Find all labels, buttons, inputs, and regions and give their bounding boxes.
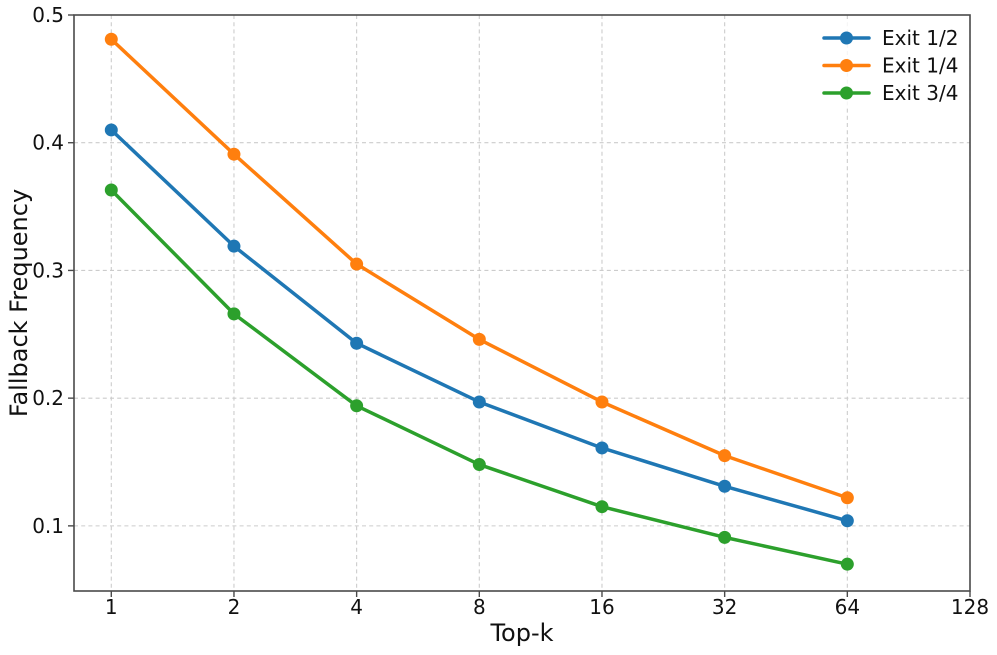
data-point-marker <box>472 395 486 409</box>
data-point-marker <box>227 307 241 321</box>
y-tick-label: 0.4 <box>32 131 64 155</box>
data-point-marker <box>840 491 854 505</box>
y-tick-label: 0.5 <box>32 3 64 27</box>
series-exit-3-4 <box>104 183 854 571</box>
data-point-marker <box>227 239 241 253</box>
x-tick-label: 4 <box>350 595 363 619</box>
data-point-marker <box>104 183 118 197</box>
legend-marker-icon <box>840 86 853 100</box>
x-axis-label: Top-k <box>489 619 553 647</box>
axis-ticks: 1 2 4 8 16 32 64 128 0.1 0.2 0.3 0.4 0.5 <box>32 3 989 619</box>
x-tick-label: 128 <box>951 595 989 619</box>
data-point-marker <box>104 32 118 46</box>
legend: Exit 1/2 Exit 1/4 Exit 3/4 <box>808 21 964 107</box>
data-point-marker <box>595 500 609 514</box>
legend-label: Exit 3/4 <box>882 81 958 105</box>
data-point-marker <box>595 441 609 455</box>
data-point-marker <box>227 147 241 161</box>
x-tick-label: 2 <box>228 595 241 619</box>
legend-item-exit-1-2: Exit 1/2 <box>822 26 958 50</box>
x-tick-label: 32 <box>712 595 737 619</box>
data-point-marker <box>718 530 732 544</box>
legend-item-exit-3-4: Exit 3/4 <box>822 81 958 105</box>
legend-label: Exit 1/4 <box>882 54 958 78</box>
x-tick-label: 1 <box>105 595 118 619</box>
y-tick-label: 0.1 <box>32 514 64 538</box>
data-point-marker <box>472 332 486 346</box>
legend-marker-icon <box>840 31 853 45</box>
data-point-marker <box>350 336 364 350</box>
data-point-marker <box>472 458 486 472</box>
series-exit-1-4 <box>104 32 854 505</box>
legend-marker-icon <box>840 59 853 72</box>
y-tick-label: 0.3 <box>32 258 64 282</box>
y-tick-label: 0.2 <box>32 386 64 410</box>
plot-border <box>73 14 971 592</box>
data-point-marker <box>350 257 364 271</box>
x-tick-label: 64 <box>835 595 860 619</box>
data-point-marker <box>718 479 732 493</box>
data-point-marker <box>595 395 609 409</box>
y-axis-label: Fallback Frequency <box>5 189 33 417</box>
data-point-marker <box>104 123 118 137</box>
legend-item-exit-1-4: Exit 1/4 <box>822 54 958 78</box>
x-tick-label: 8 <box>473 595 486 619</box>
data-point-marker <box>718 449 732 463</box>
data-point-marker <box>840 514 854 528</box>
data-point-marker <box>840 557 854 571</box>
series-exit-1-2 <box>104 123 854 528</box>
x-tick-label: 16 <box>589 595 614 619</box>
data-point-marker <box>350 399 364 413</box>
series-lines <box>104 32 854 571</box>
legend-label: Exit 1/2 <box>882 26 958 50</box>
